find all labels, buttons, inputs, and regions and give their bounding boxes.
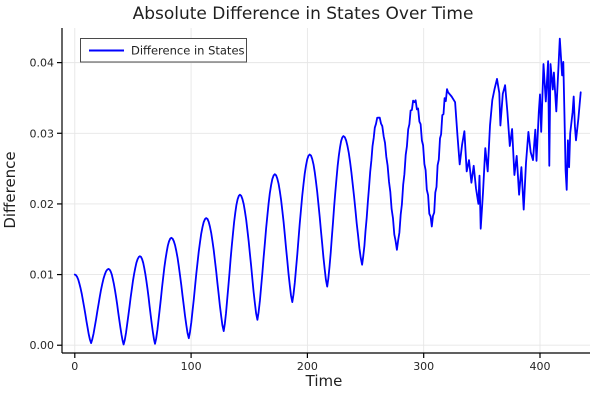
line-series-layer bbox=[73, 37, 582, 346]
legend-label: Difference in States bbox=[131, 44, 245, 58]
x-tick-label: 200 bbox=[297, 360, 318, 373]
y-tick-label: 0.01 bbox=[30, 269, 55, 282]
grid-lines bbox=[62, 28, 590, 353]
legend: Difference in States bbox=[80, 38, 247, 63]
chart-title: Absolute Difference in States Over Time bbox=[133, 4, 474, 24]
y-tick-label: 0.04 bbox=[30, 57, 55, 70]
difference-line-series bbox=[73, 37, 582, 346]
axes bbox=[57, 28, 590, 358]
x-axis-label: Time bbox=[305, 372, 343, 390]
y-tick-label: 0.03 bbox=[30, 127, 55, 140]
x-tick-label: 300 bbox=[413, 360, 434, 373]
x-tick-label: 400 bbox=[529, 360, 550, 373]
x-tick-label: 100 bbox=[181, 360, 202, 373]
x-tick-label: 0 bbox=[71, 360, 78, 373]
tick-labels: 0 100 200 300 400 0.00 0.01 0.02 0.03 0.04 bbox=[30, 57, 551, 373]
legend-box bbox=[80, 38, 247, 63]
y-tick-label: 0.00 bbox=[30, 339, 55, 352]
y-tick-label: 0.02 bbox=[30, 198, 55, 211]
y-axis-label: Difference bbox=[1, 151, 19, 228]
